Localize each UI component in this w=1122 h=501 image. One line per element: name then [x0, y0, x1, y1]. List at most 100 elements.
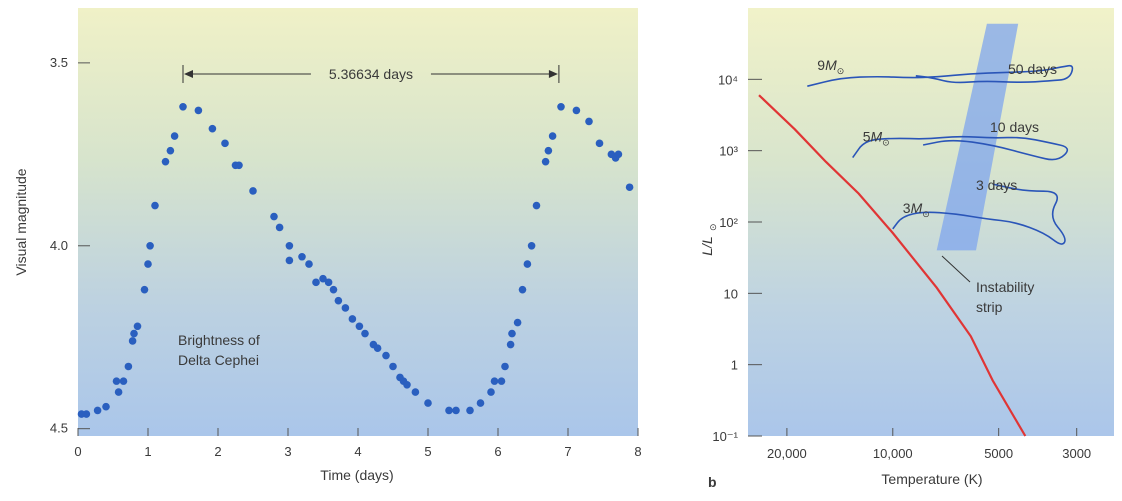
hr-y-axis-title-text: L/L: [699, 236, 715, 255]
data-point-24: [249, 187, 257, 195]
data-point-34: [329, 285, 338, 294]
data-point-47: [411, 388, 420, 396]
data-point-57: [506, 340, 515, 349]
data-point-12: [144, 260, 152, 268]
track-5m: [852, 135, 1069, 161]
data-point-70: [595, 139, 604, 148]
data-point-58: [508, 329, 516, 338]
x-tick-label-1: 1: [144, 444, 151, 459]
data-point-61: [523, 260, 532, 268]
x-tick-label-0: 0: [74, 444, 81, 459]
hr-y-tick-label-1: 1: [731, 358, 738, 373]
hr-y-tick-label-4: 10³: [719, 144, 738, 159]
light-curve-y-axis-title: Visual magnitude: [13, 168, 29, 275]
data-point-16: [166, 146, 175, 155]
light-curve-points: [77, 102, 634, 418]
track-label-2: 3M⊙: [903, 200, 930, 219]
main-sequence-line: [758, 94, 1027, 437]
period-arrowhead-left: [184, 70, 193, 78]
x-tick-label-6: 6: [494, 444, 501, 459]
data-point-62: [527, 241, 536, 250]
data-point-4: [112, 377, 121, 385]
data-point-3: [102, 402, 110, 411]
data-point-15: [161, 157, 170, 166]
evolution-tracks: [807, 64, 1074, 245]
data-point-25: [270, 212, 278, 221]
data-point-51: [466, 406, 474, 415]
caption-line-1: Brightness of: [178, 332, 260, 348]
light-curve-x-axis-title: Time (days): [320, 467, 393, 483]
hr-x-axis-title: Temperature (K): [881, 471, 982, 487]
hr-y-axis-title: L/L ⊙: [699, 223, 718, 255]
period-label-50-days: 50 days: [1008, 61, 1057, 77]
data-point-46: [403, 380, 411, 389]
data-point-7: [124, 362, 133, 371]
x-tick-label-5: 5: [424, 444, 431, 459]
data-point-54: [490, 377, 499, 385]
data-point-26: [275, 223, 284, 232]
data-point-55: [497, 377, 506, 385]
data-point-29: [298, 252, 306, 261]
data-point-43: [389, 362, 397, 371]
period-label-10-days: 10 days: [990, 119, 1039, 135]
data-point-13: [146, 241, 154, 250]
x-tick-label-7: 7: [564, 444, 571, 459]
hr-x-tick-labels: 20,000 10,000 5000 3000: [767, 446, 1091, 461]
instability-label-line-1: Instability: [976, 279, 1034, 295]
data-point-18: [179, 102, 187, 111]
data-point-20: [208, 124, 217, 133]
data-point-69: [585, 117, 593, 126]
data-point-67: [557, 102, 565, 111]
hr-y-tick-label-2: 10: [724, 286, 738, 301]
x-tick-label-8: 8: [634, 444, 641, 459]
hr-x-tick-label-0: 20,000: [767, 446, 807, 461]
data-point-63: [532, 201, 541, 210]
light-curve-y-tick-labels: 3.5 4.0 4.5: [50, 55, 68, 436]
data-point-52: [476, 399, 485, 407]
data-point-11: [140, 285, 149, 294]
data-point-73: [614, 150, 623, 159]
data-point-32: [319, 274, 327, 283]
data-point-36: [341, 304, 350, 312]
data-point-31: [312, 278, 320, 287]
data-point-74: [625, 183, 634, 192]
data-point-42: [382, 351, 390, 360]
x-tick-label-3: 3: [284, 444, 291, 459]
data-point-6: [119, 377, 128, 385]
hr-x-tick-label-1: 10,000: [873, 446, 913, 461]
hr-y-tick-label-5: 10⁴: [718, 72, 738, 87]
data-point-64: [541, 157, 550, 166]
period-arrow: [182, 65, 560, 83]
data-point-27: [285, 241, 294, 250]
hr-x-tick-label-2: 5000: [984, 446, 1013, 461]
y-tick-label-1: 4.0: [50, 238, 68, 253]
light-curve-ticks: [77, 62, 639, 436]
data-point-2: [93, 406, 102, 415]
data-point-41: [373, 344, 382, 353]
data-point-17: [170, 132, 179, 140]
data-point-14: [151, 201, 159, 210]
data-point-23: [235, 161, 243, 170]
data-point-1: [82, 410, 91, 418]
track-3m: [892, 183, 1066, 245]
caption-line-2: Delta Cephei: [178, 352, 259, 368]
y-tick-label-0: 3.5: [50, 55, 68, 70]
data-point-9: [130, 329, 138, 338]
light-curve-plot-area: [78, 8, 638, 436]
track-label-0: 9M⊙: [817, 57, 844, 76]
data-point-37: [348, 315, 357, 323]
data-point-5: [114, 388, 123, 396]
track-9m: [807, 64, 1074, 87]
x-tick-label-4: 4: [354, 444, 361, 459]
hr-ticks: [748, 78, 1078, 437]
data-point-59: [513, 318, 522, 327]
instability-strip-pointer: [941, 255, 971, 283]
data-point-49: [445, 406, 453, 415]
panel-hr-diagram: 20,000 10,000 5000 3000 10⁻¹ 1 10 10² 10³ 10⁴ 9M…: [699, 8, 1114, 490]
y-tick-label-2: 4.5: [50, 421, 68, 436]
period-arrowhead-right: [548, 70, 558, 78]
hr-y-axis-title-subscript: ⊙: [708, 223, 718, 231]
data-point-60: [518, 285, 527, 294]
